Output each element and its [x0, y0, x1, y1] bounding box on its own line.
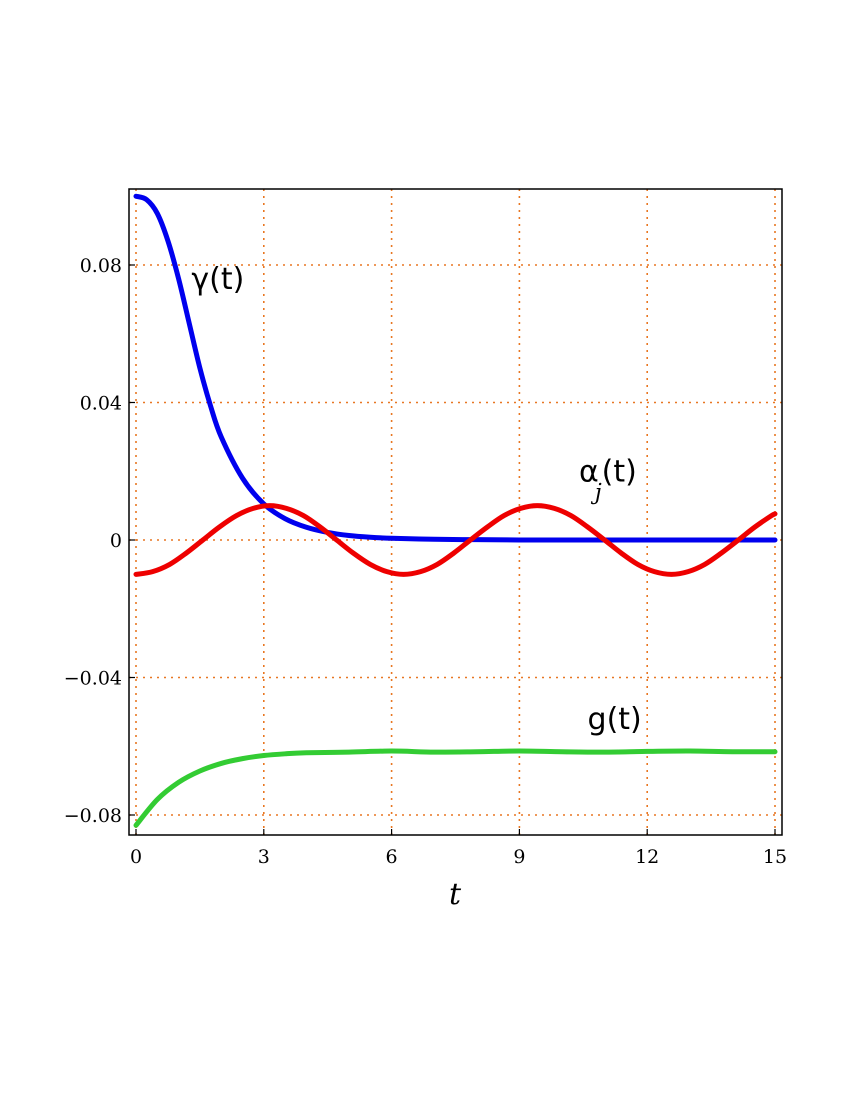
- x-tick-label: 0: [130, 846, 142, 868]
- y-tick-label: 0.08: [80, 255, 122, 277]
- y-tick-label: 0.04: [80, 393, 122, 415]
- gamma-curve-label: γ(t): [191, 262, 244, 297]
- gamma-series-line: [133, 193, 778, 543]
- x-tick-label: 15: [763, 846, 787, 868]
- alpha-series-line: [133, 503, 778, 577]
- x-tick-label: 9: [513, 846, 525, 868]
- x-tick-label: 12: [635, 846, 659, 868]
- series-layer: [133, 193, 778, 828]
- g-series-line: [133, 748, 778, 828]
- plot-frame: [128, 188, 783, 836]
- x-axis-title: t: [449, 877, 462, 912]
- y-tick-label: 0: [110, 530, 122, 552]
- alpha-curve-label: α j(t): [579, 455, 637, 506]
- y-tick-label: −0.04: [64, 668, 122, 690]
- x-tick-label: 3: [258, 846, 270, 868]
- ticks: 0 3 6 9 12 15 0.08 0.04 0 −0.04 −0.08: [64, 255, 787, 868]
- y-tick-label: −0.08: [64, 805, 122, 827]
- x-tick-label: 6: [386, 846, 398, 868]
- curve-labels: γ(t) α j(t) g(t): [191, 262, 641, 737]
- g-curve-label: g(t): [588, 702, 642, 737]
